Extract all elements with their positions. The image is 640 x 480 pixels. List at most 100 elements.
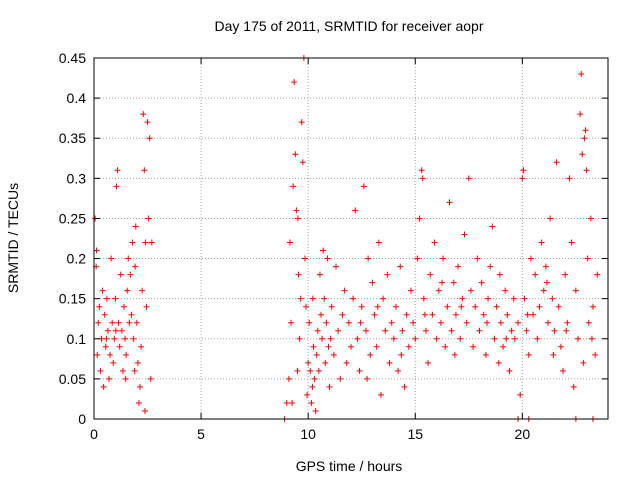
data-point <box>583 167 590 174</box>
data-point <box>335 327 342 334</box>
data-point <box>283 399 290 406</box>
data-point <box>446 199 453 206</box>
data-point <box>557 343 564 350</box>
data-point <box>348 343 354 350</box>
data-point <box>594 271 601 278</box>
data-point <box>442 343 449 350</box>
data-point <box>345 319 352 326</box>
data-point <box>132 263 139 270</box>
data-point <box>99 287 106 294</box>
data-point <box>523 327 530 334</box>
data-point <box>422 327 429 334</box>
data-point <box>319 335 326 342</box>
data-point <box>101 311 108 318</box>
data-point <box>500 343 507 350</box>
data-point <box>483 319 490 326</box>
axis-ticks <box>93 57 608 420</box>
data-point <box>530 311 537 318</box>
data-point <box>137 383 144 390</box>
data-point <box>308 399 315 406</box>
data-point <box>451 351 458 358</box>
data-point <box>459 295 466 302</box>
x-tick-label: 15 <box>407 426 423 442</box>
data-point <box>555 303 562 310</box>
x-tick-labels: 0 5 10 15 20 <box>90 426 530 442</box>
data-point <box>461 231 468 238</box>
data-point <box>148 239 155 246</box>
data-point <box>100 383 107 390</box>
x-tick-label: 0 <box>90 426 98 442</box>
y-tick-label: 0.45 <box>59 50 86 66</box>
data-point <box>108 255 115 262</box>
data-point <box>350 295 357 302</box>
data-point <box>493 303 500 310</box>
data-points <box>92 55 601 422</box>
data-point <box>470 343 477 350</box>
data-point <box>547 215 554 222</box>
data-point <box>367 351 374 358</box>
data-point <box>578 71 585 78</box>
data-point <box>566 175 573 182</box>
y-tick-label: 0.35 <box>59 130 86 146</box>
data-point <box>313 351 320 358</box>
data-point <box>305 359 312 366</box>
data-point <box>584 255 591 262</box>
data-point <box>497 319 504 326</box>
data-point <box>104 327 111 334</box>
data-point <box>322 359 329 366</box>
data-point <box>129 239 136 246</box>
data-point <box>472 303 479 310</box>
data-point <box>285 375 292 382</box>
data-point <box>452 311 459 318</box>
data-point <box>296 335 303 342</box>
data-point <box>560 367 567 374</box>
data-point <box>341 287 348 294</box>
data-point <box>122 375 129 382</box>
data-point <box>511 335 518 342</box>
data-point <box>294 215 301 222</box>
data-point <box>117 271 124 278</box>
data-point <box>542 263 549 270</box>
data-point <box>410 319 417 326</box>
data-point <box>508 327 515 334</box>
data-point <box>482 351 489 358</box>
data-point <box>299 159 306 166</box>
y-tick-label: 0.25 <box>59 210 86 226</box>
data-point <box>433 335 440 342</box>
data-point <box>115 319 122 326</box>
data-point <box>316 271 323 278</box>
data-point <box>140 111 147 118</box>
data-point <box>133 319 140 326</box>
data-point <box>310 343 317 350</box>
data-point <box>388 319 395 326</box>
data-point <box>384 271 391 278</box>
x-tick-label: 20 <box>515 426 531 442</box>
data-point <box>375 239 382 246</box>
data-point <box>504 311 511 318</box>
data-point <box>590 303 597 310</box>
data-point <box>503 335 510 342</box>
data-point <box>582 127 589 134</box>
y-tick-label: 0 <box>78 411 86 427</box>
chart-title: Day 175 of 2011, SRMTID for receiver aop… <box>215 18 484 34</box>
data-point <box>506 367 513 374</box>
data-point <box>543 279 550 286</box>
data-point <box>540 287 547 294</box>
data-point <box>485 295 492 302</box>
y-tick-label: 0.4 <box>67 90 87 106</box>
data-point <box>139 287 146 294</box>
data-point <box>290 183 297 190</box>
y-tick-labels: 0 0.05 0.1 0.15 0.2 0.25 0.3 0.35 0.4 0.45 <box>59 50 86 427</box>
data-point <box>323 319 330 326</box>
data-point <box>435 287 442 294</box>
data-point <box>373 343 380 350</box>
data-point <box>380 295 387 302</box>
data-point <box>311 375 318 382</box>
data-point <box>476 327 483 334</box>
data-point <box>288 319 295 326</box>
data-point <box>289 399 296 406</box>
data-point <box>525 351 532 358</box>
data-point <box>549 295 556 302</box>
data-point <box>135 399 142 406</box>
